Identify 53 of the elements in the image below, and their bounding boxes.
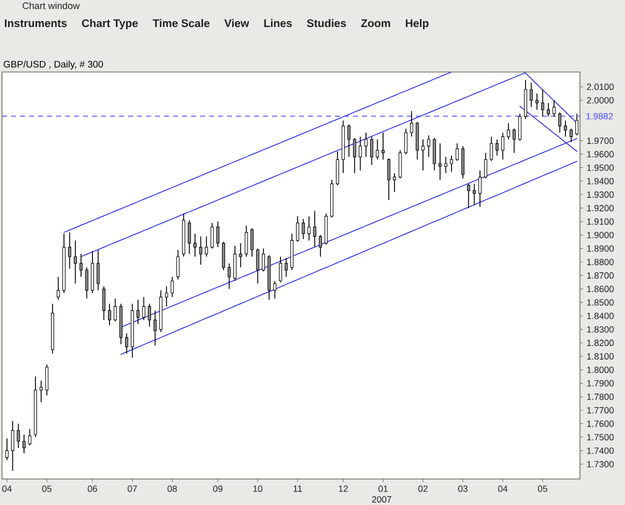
y-tick-label: 1.9200	[587, 204, 614, 212]
y-tick-label: 1.9400	[587, 178, 614, 184]
y-tick-label: 1.7400	[587, 447, 614, 454]
y-tick-label: 1.8700	[587, 272, 614, 279]
y-tick-label: 1.9000	[587, 232, 614, 238]
y-tick-label: 1.7500	[587, 434, 614, 440]
x-tick-label: 01	[378, 486, 388, 492]
x-tick-label: 05	[538, 486, 548, 492]
x-tick-label: 09	[213, 486, 222, 492]
ref-line-label: 1.9882	[586, 113, 613, 120]
y-tick-label: 1.8100	[587, 353, 614, 360]
chart-title: GBP/USD , Daily, # 300	[4, 60, 103, 70]
y-tick-label: 2.0000	[586, 97, 614, 104]
text: Time Scale	[152, 19, 210, 28]
y-tick-label: 1.7900	[587, 380, 614, 386]
y-tick-label: 1.8300	[587, 326, 614, 333]
text: Lines	[264, 19, 292, 28]
y-tick-label: 1.7800	[587, 394, 614, 400]
text: Studies	[306, 19, 346, 28]
y-tick-label: 1.7600	[587, 420, 614, 427]
x-tick-label: 08	[168, 486, 177, 492]
text: View	[224, 19, 250, 28]
x-tick-label: 10	[253, 486, 262, 492]
x-tick-label: 02	[418, 486, 428, 492]
y-tick-label: 2.0100	[586, 84, 614, 90]
y-tick-label: 1.8900	[587, 245, 614, 252]
y-tick-label: 1.8600	[587, 286, 614, 292]
y-tick-label: 1.7300	[587, 460, 614, 468]
y-tick-label: 1.8400	[587, 312, 614, 320]
y-tick-label: 1.9500	[587, 164, 614, 171]
x-tick-label: 04	[498, 486, 508, 492]
x-tick-label: 12	[338, 486, 348, 492]
text: Help	[406, 19, 429, 30]
y-tick-label: 1.9100	[587, 218, 614, 225]
text: Instruments	[4, 19, 67, 28]
x-tick-label: 04	[2, 486, 12, 492]
y-tick-label: 1.8200	[587, 340, 614, 346]
x-tick-label: 07	[128, 486, 137, 492]
y-tick-label: 1.7700	[587, 407, 614, 414]
x-tick-label: 05	[42, 486, 52, 492]
y-tick-label: 1.8000	[587, 366, 614, 374]
x-tick-label: 03	[458, 486, 468, 492]
text: Chart window	[22, 2, 80, 10]
x-tick-label: 06	[88, 486, 98, 492]
text: 2007	[372, 496, 392, 503]
y-tick-label: 1.9600	[587, 151, 614, 158]
text: Zoom	[361, 19, 390, 28]
y-tick-label: 1.8500	[587, 299, 614, 306]
y-tick-label: 1.8800	[587, 258, 614, 266]
text: Chart Type	[82, 19, 138, 30]
x-tick-label: 11	[294, 486, 302, 492]
y-tick-label: 1.9300	[587, 191, 614, 198]
y-tick-label: 1.9700	[587, 138, 614, 144]
